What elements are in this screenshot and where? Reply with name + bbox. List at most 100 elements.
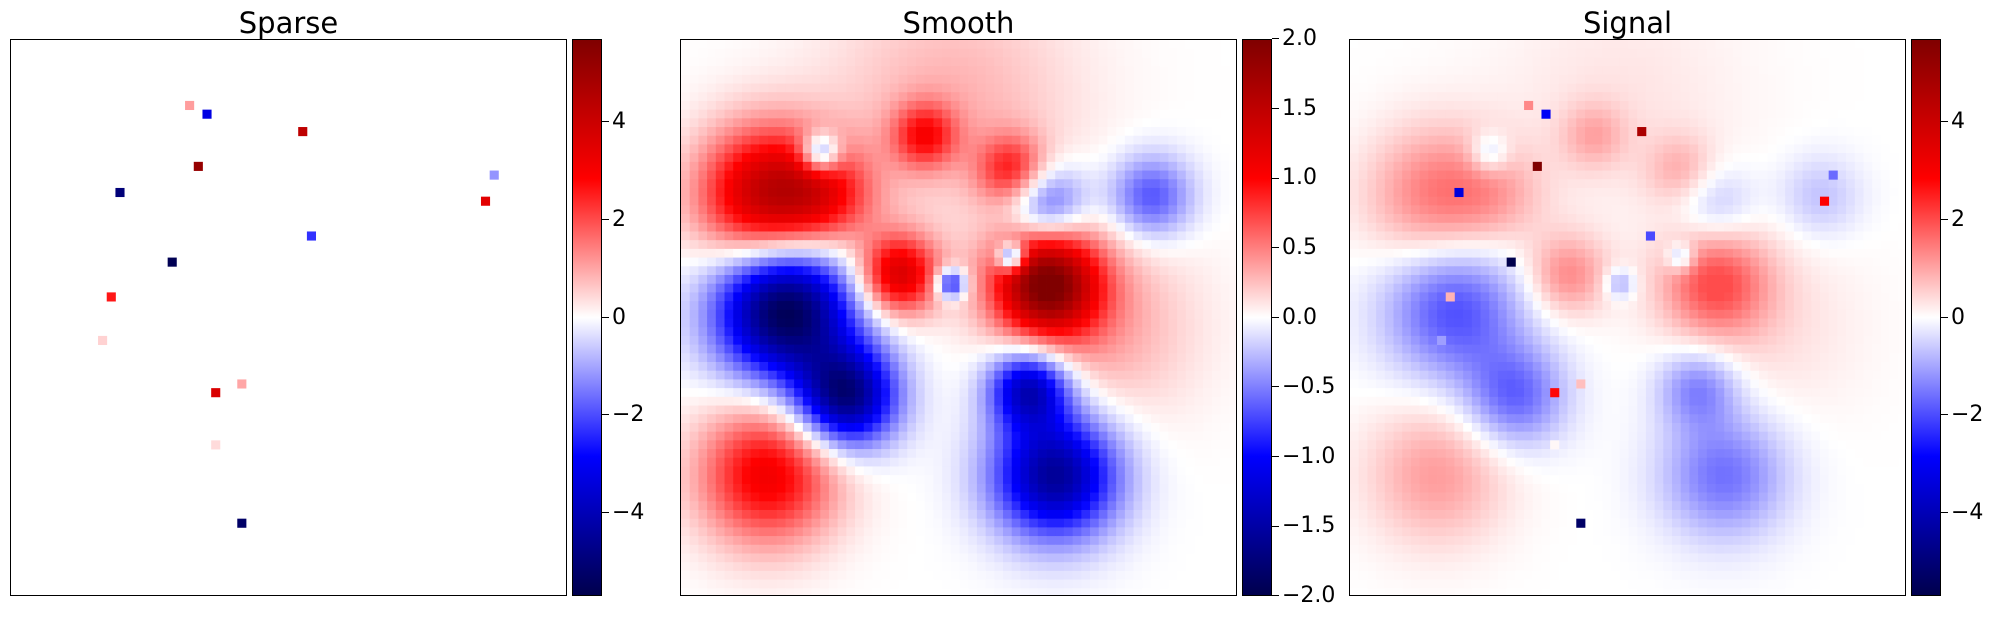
- smooth-cell: [1124, 588, 1134, 595]
- smooth-cell: [1046, 40, 1056, 50]
- smooth-cell: [820, 109, 830, 119]
- signal-cell: [1532, 92, 1542, 102]
- sparse-spike: [202, 109, 212, 119]
- signal-cell: [1428, 57, 1438, 67]
- smooth-cell: [1116, 92, 1126, 102]
- smooth-cell: [1211, 100, 1221, 111]
- signal-cell: [1402, 109, 1412, 119]
- smooth-cell: [889, 153, 899, 163]
- smooth-cell: [1063, 327, 1074, 337]
- smooth-cell: [1037, 362, 1047, 372]
- smooth-cell: [741, 48, 752, 58]
- smooth-cell: [741, 544, 752, 554]
- smooth-cell: [1046, 83, 1056, 93]
- smooth-cell: [933, 457, 943, 467]
- signal-cell: [1872, 144, 1882, 154]
- smooth-cell: [1211, 257, 1221, 267]
- smooth-cell: [689, 405, 699, 415]
- smooth-cell: [768, 240, 778, 250]
- smooth-cell: [707, 440, 717, 450]
- signal-cell: [1593, 74, 1603, 84]
- smooth-cell: [933, 422, 943, 433]
- smooth-cell: [837, 536, 847, 546]
- smooth-cell: [898, 536, 908, 546]
- signal-cell: [1367, 144, 1377, 154]
- smooth-cell: [1124, 248, 1134, 258]
- smooth-cell: [811, 292, 821, 302]
- smooth-cell: [898, 187, 908, 198]
- smooth-cell: [811, 527, 821, 537]
- smooth-cell: [802, 536, 812, 546]
- signal-cell: [1584, 74, 1595, 84]
- smooth-cell: [1124, 379, 1134, 389]
- smooth-cell: [820, 266, 830, 276]
- smooth-cell: [898, 527, 908, 537]
- signal-cell: [1480, 48, 1490, 58]
- smooth-cell: [1194, 483, 1204, 493]
- sparse-colorbar-tick: [602, 121, 609, 123]
- smooth-cell: [881, 135, 891, 145]
- signal-cell: [1837, 118, 1847, 128]
- smooth-cell: [741, 396, 752, 406]
- smooth-cell: [924, 170, 934, 180]
- smooth-cell: [976, 396, 987, 406]
- smooth-cell: [863, 309, 873, 319]
- smooth-cell: [915, 483, 926, 493]
- smooth-cell: [811, 118, 821, 128]
- smooth-cell: [741, 283, 752, 293]
- smooth-cell: [1037, 414, 1047, 424]
- signal-cell: [1611, 118, 1621, 128]
- smooth-cell: [959, 492, 969, 502]
- signal-cell: [1524, 109, 1534, 119]
- smooth-cell: [846, 74, 856, 84]
- smooth-cell: [872, 222, 882, 232]
- smooth-cell: [1055, 301, 1065, 311]
- signal-cell: [1828, 66, 1838, 76]
- smooth-cell: [1229, 283, 1236, 293]
- smooth-cell: [915, 344, 926, 354]
- smooth-cell: [828, 127, 839, 137]
- smooth-cell: [1229, 48, 1236, 58]
- smooth-cell: [733, 318, 743, 328]
- smooth-cell: [872, 405, 882, 415]
- smooth-cell: [933, 127, 943, 137]
- smooth-cell: [1037, 570, 1047, 580]
- smooth-cell: [837, 492, 847, 502]
- smooth-cell: [1159, 475, 1169, 485]
- smooth-cell: [828, 222, 839, 232]
- smooth-cell: [1107, 135, 1117, 145]
- smooth-cell: [811, 362, 821, 372]
- signal-cell: [1637, 66, 1647, 76]
- smooth-cell: [1063, 66, 1074, 76]
- smooth-cell: [1011, 283, 1021, 293]
- signal-cell: [1602, 127, 1612, 137]
- smooth-cell: [959, 92, 969, 102]
- smooth-cell: [750, 196, 760, 206]
- smooth-cell: [1211, 309, 1221, 319]
- sparse-spike: [193, 161, 203, 171]
- smooth-cell: [837, 161, 847, 171]
- signal-cell: [1793, 66, 1803, 76]
- smooth-cell: [1150, 431, 1161, 441]
- signal-cell: [1819, 74, 1830, 84]
- smooth-cell: [1211, 544, 1221, 554]
- smooth-cell: [785, 570, 795, 580]
- smooth-cell: [950, 222, 960, 232]
- smooth-cell: [768, 422, 778, 433]
- smooth-cell: [785, 205, 795, 215]
- smooth-cell: [828, 231, 839, 241]
- smooth-cell: [741, 274, 752, 285]
- smooth-cell: [759, 362, 769, 372]
- signal-cell: [1898, 135, 1905, 145]
- smooth-cell: [976, 179, 987, 189]
- smooth-cell: [1203, 83, 1213, 93]
- signal-cell: [1619, 109, 1629, 119]
- smooth-cell: [707, 292, 717, 302]
- smooth-cell: [802, 527, 812, 537]
- smooth-cell: [724, 40, 734, 50]
- smooth-cell: [1003, 266, 1013, 276]
- smooth-cell: [724, 570, 734, 580]
- smooth-cell: [1194, 388, 1204, 398]
- smooth-cell: [950, 588, 960, 595]
- smooth-cell: [785, 527, 795, 537]
